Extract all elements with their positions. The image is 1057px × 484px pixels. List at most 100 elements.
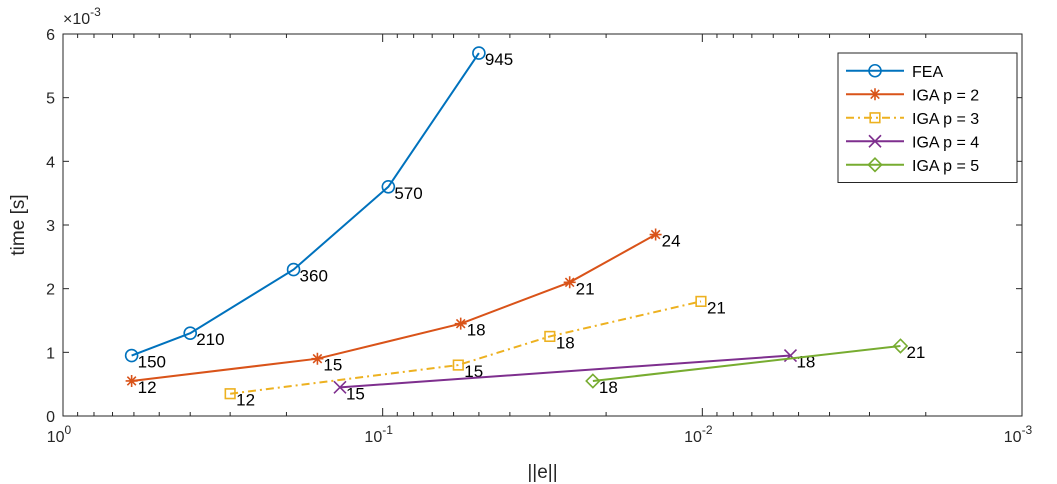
diamond-marker: [892, 338, 909, 354]
data-label: 12: [236, 391, 255, 410]
series-2: 12 15 18 21: [224, 295, 726, 410]
circle-marker: [472, 46, 486, 60]
data-point: 21: [695, 295, 726, 317]
legend-entry: IGA p = 3: [846, 111, 979, 128]
x-tick-exponent: -1: [382, 423, 393, 437]
y-tick-label: 1: [46, 345, 55, 362]
x-tick-exponent: -3: [1022, 423, 1033, 437]
y-axis-title: time [s]: [8, 194, 29, 255]
x-tick-label: 10-3: [1004, 423, 1033, 446]
y-exponent-power: -3: [90, 5, 101, 19]
data-point: 18: [585, 373, 618, 397]
data-point: 12: [125, 374, 157, 397]
square-marker: [224, 388, 236, 400]
x-tick-base: 10: [47, 429, 65, 446]
series-line: [131, 52, 480, 357]
x-tick-label: 10-2: [684, 423, 713, 446]
x-tick-base: 10: [364, 429, 382, 446]
data-label: 15: [464, 362, 483, 381]
data-point: 210: [183, 326, 225, 349]
data-label: 18: [556, 333, 575, 352]
data-label: 21: [906, 343, 925, 362]
data-point: 360: [286, 262, 328, 286]
data-label: 18: [599, 378, 618, 397]
y-tick-label: 5: [46, 91, 55, 108]
square-marker: [544, 330, 556, 343]
x-tick-exponent: 0: [65, 423, 72, 437]
circle-marker: [124, 348, 139, 363]
data-label: 150: [138, 353, 166, 372]
legend: FEA IGA p = 2 IGA p = 3 IGA p = 4 IGA p = 5: [837, 52, 1018, 183]
data-point: 18: [544, 330, 575, 352]
diamond-marker: [585, 373, 601, 389]
legend-label: FEA: [912, 64, 943, 81]
square-marker: [869, 112, 881, 124]
legend-entry: FEA: [846, 64, 943, 81]
data-point: 15: [311, 352, 342, 375]
data-label: 18: [467, 321, 486, 340]
y-exponent-label: ×10-3: [63, 5, 101, 28]
y-tick-label: 4: [46, 154, 55, 171]
data-point: 12: [224, 388, 255, 410]
legend-entry: IGA p = 4: [846, 134, 979, 151]
x-tick-base: 10: [684, 429, 702, 446]
data-label: 21: [707, 298, 726, 317]
legend-label: IGA p = 3: [912, 111, 979, 128]
legend-entry: IGA p = 2: [846, 87, 979, 104]
circle-marker: [286, 262, 301, 277]
asterisk-marker: [563, 276, 576, 289]
x-marker: [868, 134, 882, 148]
x-tick-label: 100: [47, 423, 72, 446]
y-tick-label: 2: [46, 282, 55, 299]
diamond-marker: [867, 157, 883, 173]
data-label: 24: [662, 232, 681, 251]
data-label: 15: [323, 356, 342, 375]
data-point: 21: [563, 276, 595, 298]
data-point: 15: [333, 380, 365, 403]
asterisk-marker: [649, 228, 662, 241]
asterisk-marker: [869, 88, 881, 101]
legend-label: IGA p = 4: [912, 134, 979, 151]
y-tick-label: 0: [46, 409, 55, 426]
x-tick-base: 10: [1004, 429, 1022, 446]
circle-marker: [868, 63, 882, 78]
series-line: [230, 300, 702, 395]
data-point: 24: [649, 228, 681, 251]
data-point: 15: [452, 359, 483, 381]
x-marker: [333, 380, 347, 394]
data-label: 570: [394, 184, 422, 203]
x-axis-title: ||e||: [527, 462, 557, 483]
data-point: 18: [454, 317, 486, 340]
x-tick-exponent: -2: [702, 423, 713, 437]
y-tick-label: 3: [46, 218, 55, 235]
data-label: 12: [138, 378, 157, 397]
x-tick-label: 10-1: [364, 423, 393, 446]
data-point: 21: [892, 338, 925, 362]
data-point: 945: [472, 46, 513, 69]
series-0: 150 210 360 570 945: [124, 46, 513, 372]
legend-label: IGA p = 2: [912, 87, 979, 104]
data-label: 360: [300, 267, 328, 286]
square-marker: [695, 295, 707, 308]
square-marker: [452, 359, 464, 371]
series-line: [339, 354, 791, 389]
data-label: 15: [346, 384, 365, 403]
circle-marker: [183, 326, 198, 341]
data-label: 210: [196, 330, 224, 349]
data-label: 21: [576, 279, 595, 298]
data-point: 150: [124, 348, 166, 372]
asterisk-marker: [311, 352, 324, 365]
data-point: 570: [381, 180, 423, 203]
circle-marker: [381, 180, 396, 194]
y-tick-label: 6: [46, 27, 55, 44]
legend-entry: IGA p = 5: [846, 157, 979, 175]
y-exponent-base: ×10: [63, 11, 90, 28]
series-1: 12 15 18 21 24: [125, 228, 681, 397]
asterisk-marker: [125, 374, 138, 387]
series-line: [592, 344, 901, 382]
data-label: 945: [485, 50, 513, 69]
asterisk-marker: [454, 317, 467, 330]
